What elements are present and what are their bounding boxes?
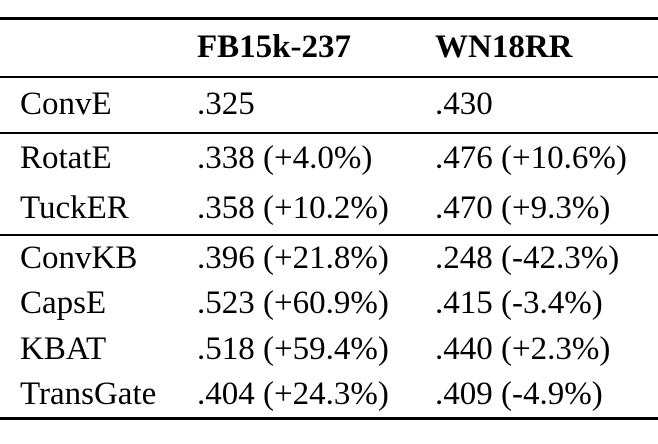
fb15k-237-value-cell: .358 (+10.2%) xyxy=(197,183,435,236)
header-row: FB15k-237 WN18RR xyxy=(0,18,658,78)
wn18rr-value-cell: .440 (+2.3%) xyxy=(435,331,611,367)
model-name-cell: CapsE xyxy=(20,285,107,321)
fb15k-237-value-cell: .518 (+59.4%) xyxy=(197,331,389,367)
fb15k-237-value-cell: .396 (+21.8%) xyxy=(197,239,389,276)
model-name-cell: RotatE xyxy=(20,140,112,176)
fb15k-237-value-cell: .325 xyxy=(197,76,435,134)
table-row: TransGate .404 (+24.3%) .409 (-4.9%) xyxy=(0,373,658,419)
model-name-cell: ConvKB xyxy=(20,239,138,276)
column-header-fb15k-237: FB15k-237 xyxy=(197,18,435,78)
wn18rr-value-cell: .415 (-3.4%) xyxy=(435,285,603,321)
wn18rr-value-cell: .476 (+10.6%) xyxy=(435,140,627,176)
table-row: ConvE .325 .430 xyxy=(0,76,658,134)
table-row: ConvKB .396 (+21.8%) .248 (-42.3%) xyxy=(0,235,658,281)
table-row: KBAT .518 (+59.4%) .440 (+2.3%) xyxy=(0,327,658,373)
model-name-cell: ConvE xyxy=(0,76,197,134)
column-header-empty xyxy=(0,18,197,78)
results-table: FB15k-237 WN18RR ConvE .325 .430 RotatE … xyxy=(0,17,658,420)
table-header: FB15k-237 WN18RR xyxy=(0,18,658,78)
table-row: RotatE .338 (+4.0%) .476 (+10.6%) xyxy=(0,133,658,184)
model-name-cell: KBAT xyxy=(20,331,107,367)
column-header-wn18rr: WN18RR xyxy=(435,18,658,78)
wn18rr-value-cell: .409 (-4.9%) xyxy=(435,376,603,413)
fb15k-237-value-cell: .338 (+4.0%) xyxy=(197,140,373,176)
wn18rr-value-cell: .470 (+9.3%) xyxy=(435,183,658,236)
group-middle: RotatE .338 (+4.0%) .476 (+10.6%) TuckER… xyxy=(0,133,658,236)
model-name-cell: TuckER xyxy=(0,183,197,236)
fb15k-237-value-cell: .523 (+60.9%) xyxy=(197,285,389,321)
fb15k-237-value-cell: .404 (+24.3%) xyxy=(197,376,389,413)
model-name-cell: TransGate xyxy=(20,376,157,413)
wn18rr-value-cell: .248 (-42.3%) xyxy=(435,239,620,276)
group-baseline: ConvE .325 .430 xyxy=(0,76,658,134)
group-bottom: ConvKB .396 (+21.8%) .248 (-42.3%) CapsE… xyxy=(0,235,658,419)
wn18rr-value-cell: .430 xyxy=(435,76,658,134)
table-row: CapsE .523 (+60.9%) .415 (-3.4%) xyxy=(0,281,658,327)
table-row: TuckER .358 (+10.2%) .470 (+9.3%) xyxy=(0,183,658,236)
